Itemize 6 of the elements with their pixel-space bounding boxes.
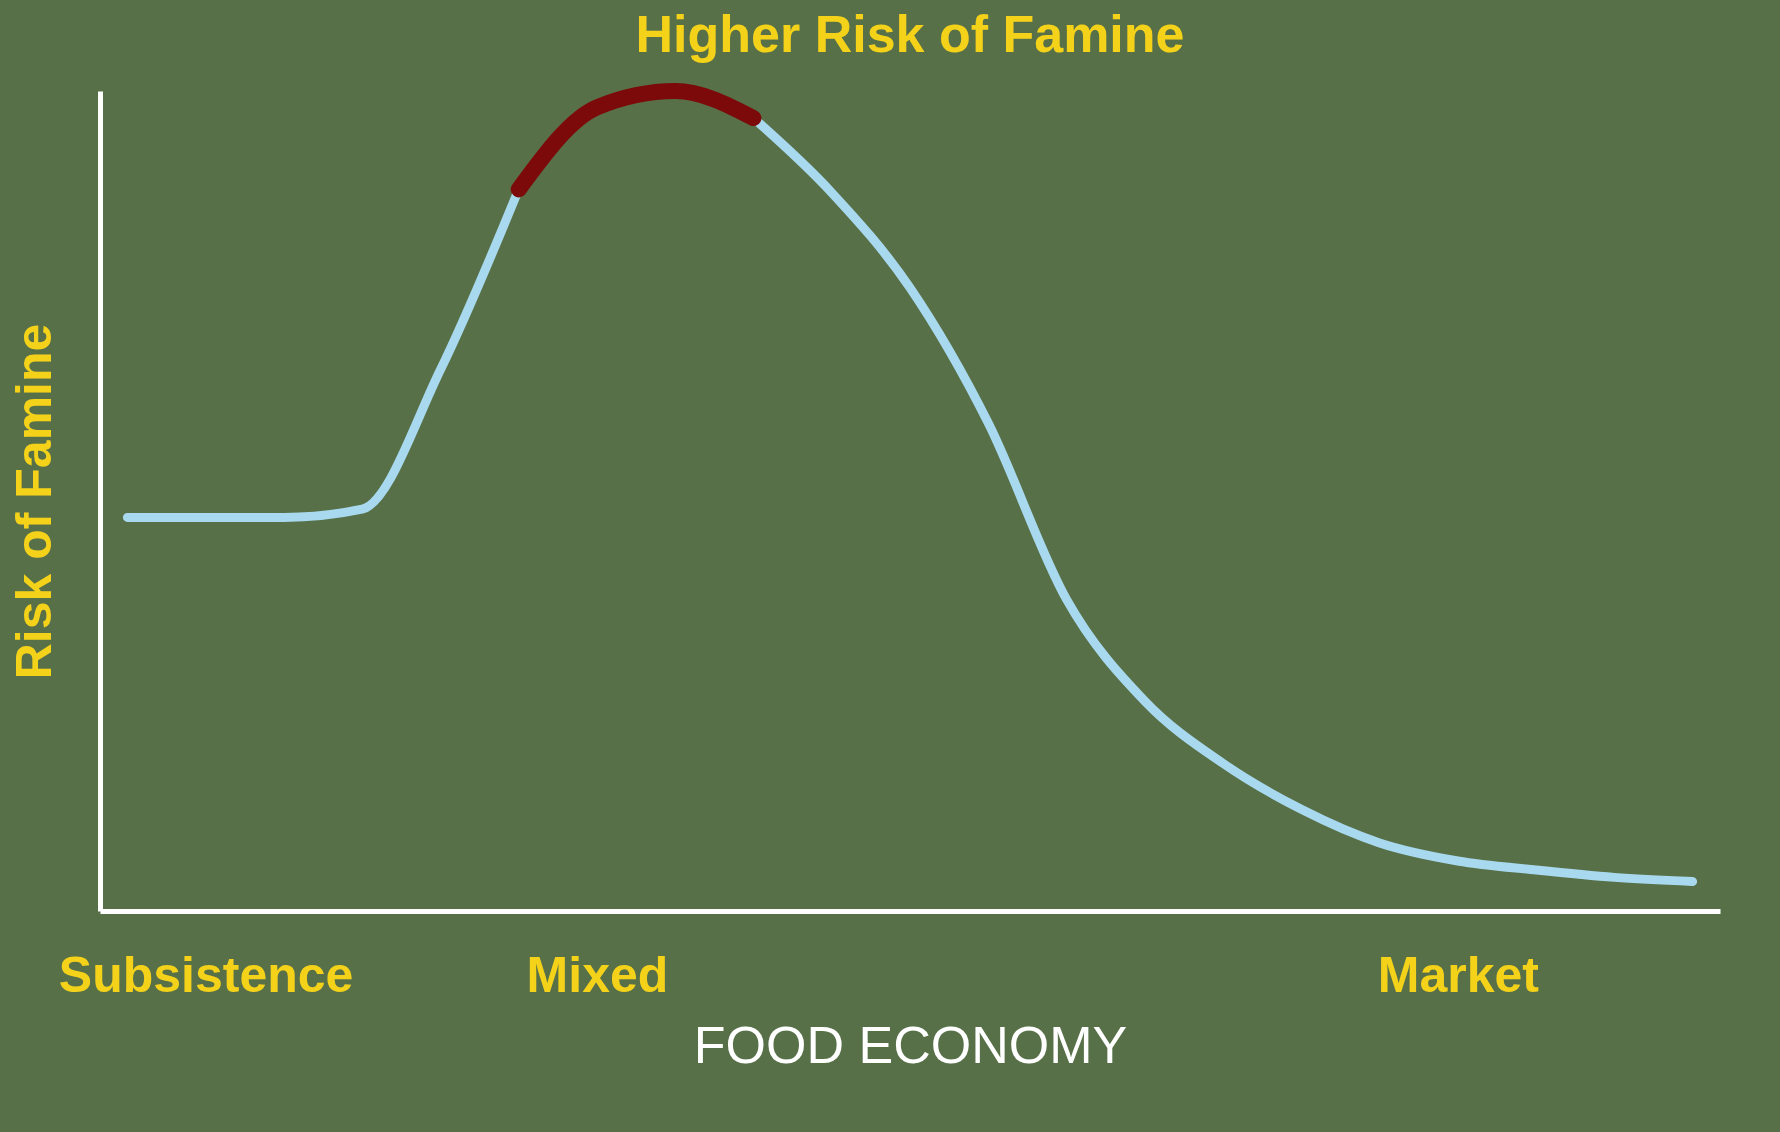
x-tick-label: Market: [1377, 946, 1540, 1003]
x-tick-label: Mixed: [526, 946, 669, 1003]
chart-title: Higher Risk of Famine: [635, 5, 1185, 63]
y-axis-title: Risk of Famine: [5, 323, 62, 680]
x-axis-title: FOOD ECONOMY: [693, 1015, 1128, 1074]
x-tick-label: Subsistence: [58, 946, 354, 1003]
